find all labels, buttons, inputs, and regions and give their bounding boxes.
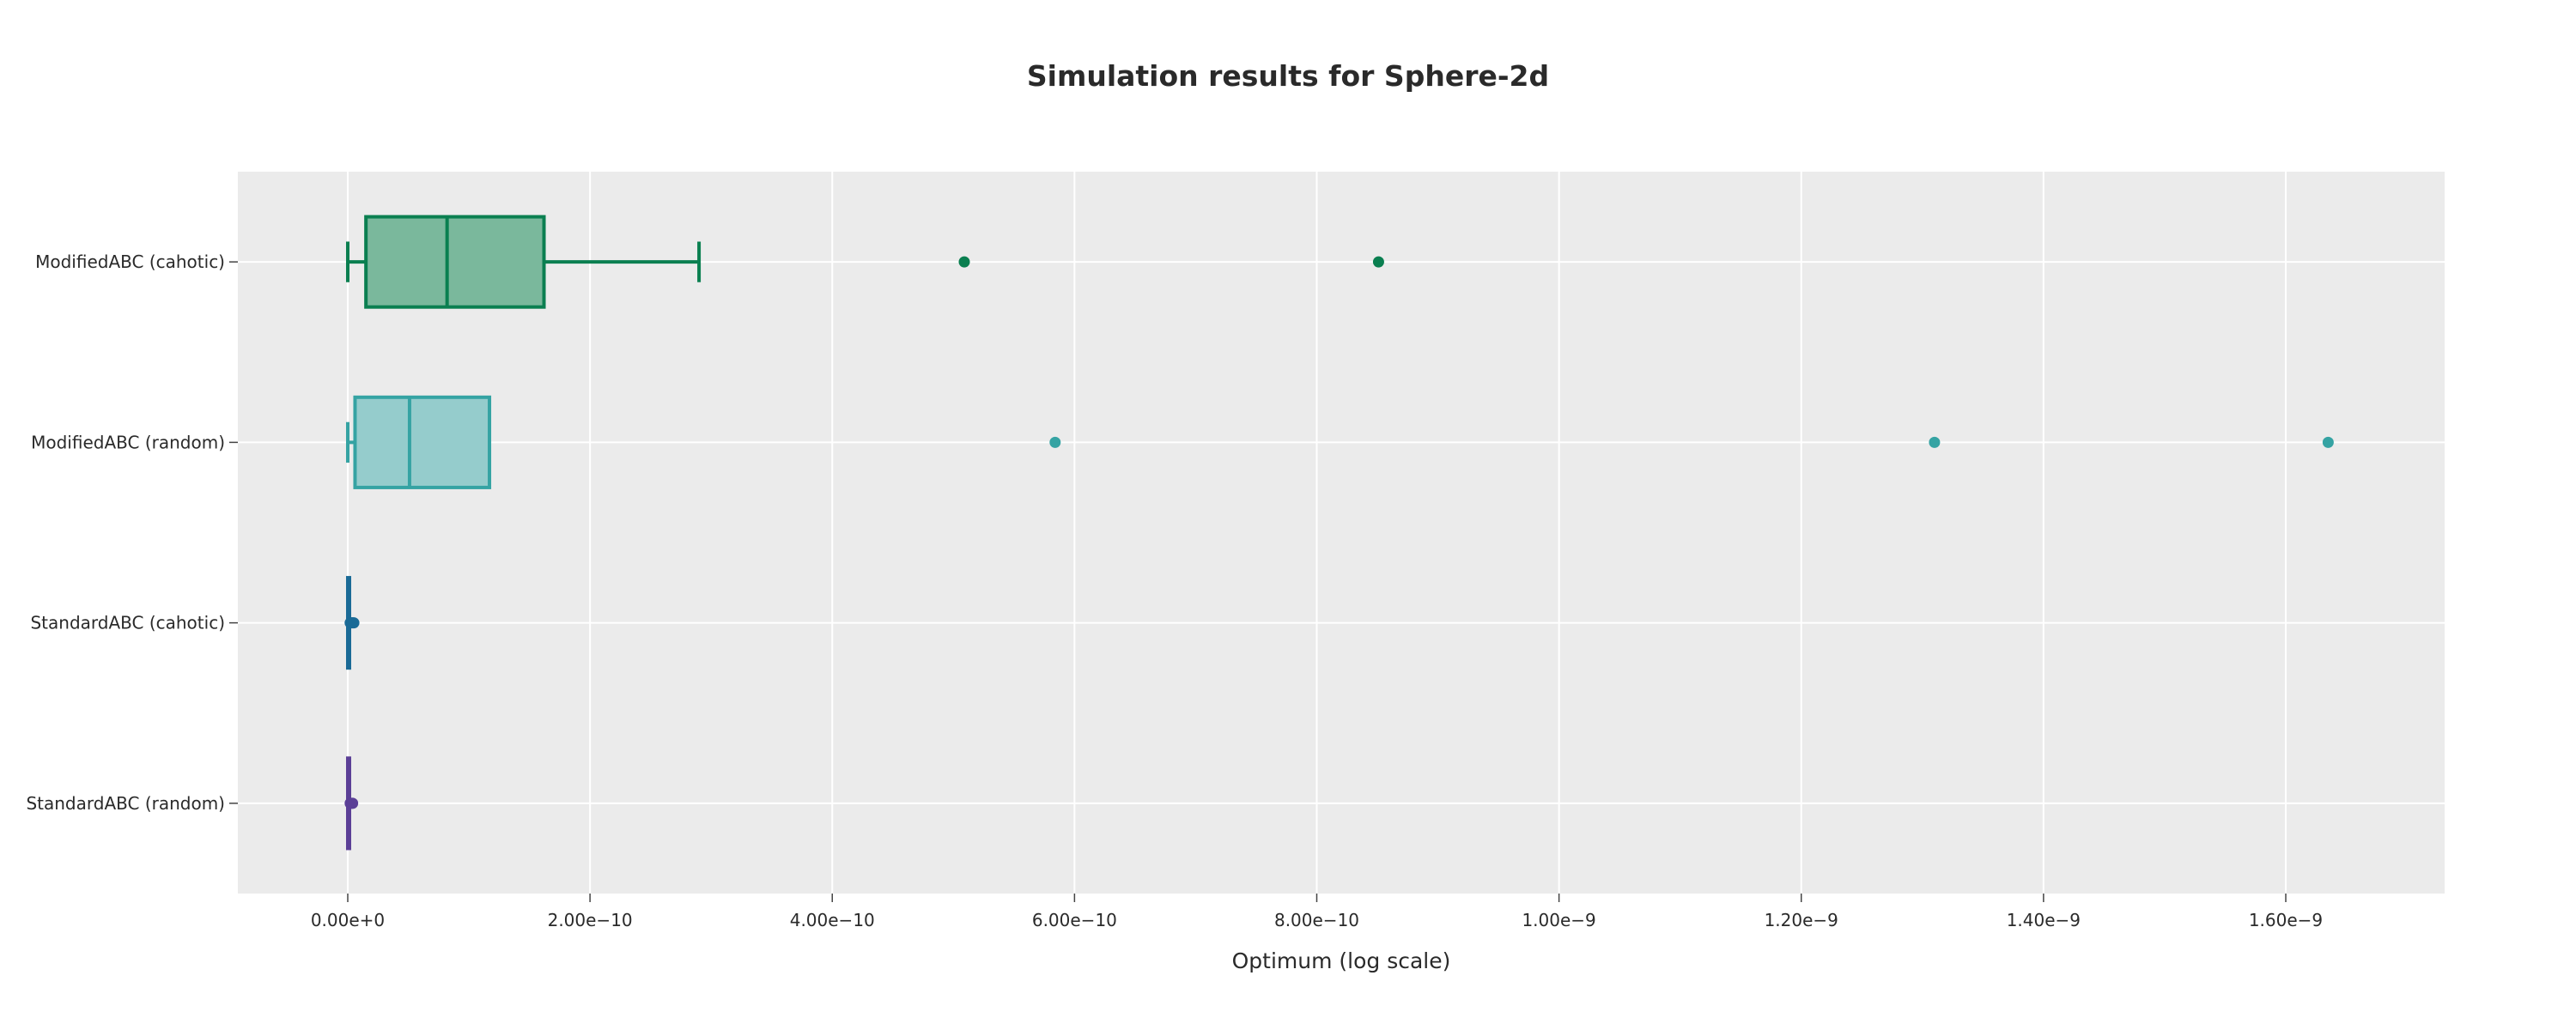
- iqr-box: [353, 395, 492, 489]
- x-axis-ticks: 0.00e+0 2.00e−10 4.00e−10 6.00e−10 8.00e−10 1…: [311, 894, 2323, 930]
- box-modifiedabc-random: [346, 395, 2334, 489]
- box-standardabc-random: [344, 756, 359, 851]
- x-tick-label: 0.00e+0: [311, 910, 385, 930]
- outlier-point: [2322, 436, 2334, 448]
- outlier-point: [348, 617, 360, 629]
- x-gridlines: [347, 172, 2287, 894]
- y-tick-label: ModifiedABC (cahotic): [35, 251, 225, 272]
- y-tick-label: StandardABC (random): [26, 793, 225, 814]
- outlier-point: [347, 797, 359, 809]
- x-tick-label: 4.00e−10: [790, 910, 875, 930]
- outlier-point: [1929, 436, 1941, 448]
- outlier-point: [1049, 436, 1061, 448]
- x-tick-label: 1.60e−9: [2249, 910, 2323, 930]
- outlier-point: [958, 256, 970, 268]
- x-tick-label: 1.00e−9: [1522, 910, 1595, 930]
- iqr-box: [364, 215, 546, 309]
- x-tick-label: 6.00e−10: [1032, 910, 1117, 930]
- chart-title: Simulation results for Sphere-2d: [1027, 59, 1549, 93]
- x-tick-label: 8.00e−10: [1274, 910, 1359, 930]
- x-tick-label: 1.40e−9: [2007, 910, 2081, 930]
- x-tick-label: 1.20e−9: [1765, 910, 1838, 930]
- plot-area: [238, 172, 2445, 894]
- y-axis-ticks: ModifiedABC (cahotic) ModifiedABC (random…: [26, 251, 238, 814]
- box-standardabc-cahotic: [344, 576, 360, 670]
- outlier-point: [1372, 256, 1384, 268]
- x-axis-title: Optimum (log scale): [1232, 948, 1451, 973]
- y-tick-label: ModifiedABC (random): [31, 432, 225, 452]
- x-tick-label: 2.00e−10: [548, 910, 633, 930]
- box-modifiedabc-cahotic: [346, 215, 1384, 309]
- box-series-group: [344, 215, 2334, 851]
- y-tick-label: StandardABC (cahotic): [30, 613, 225, 633]
